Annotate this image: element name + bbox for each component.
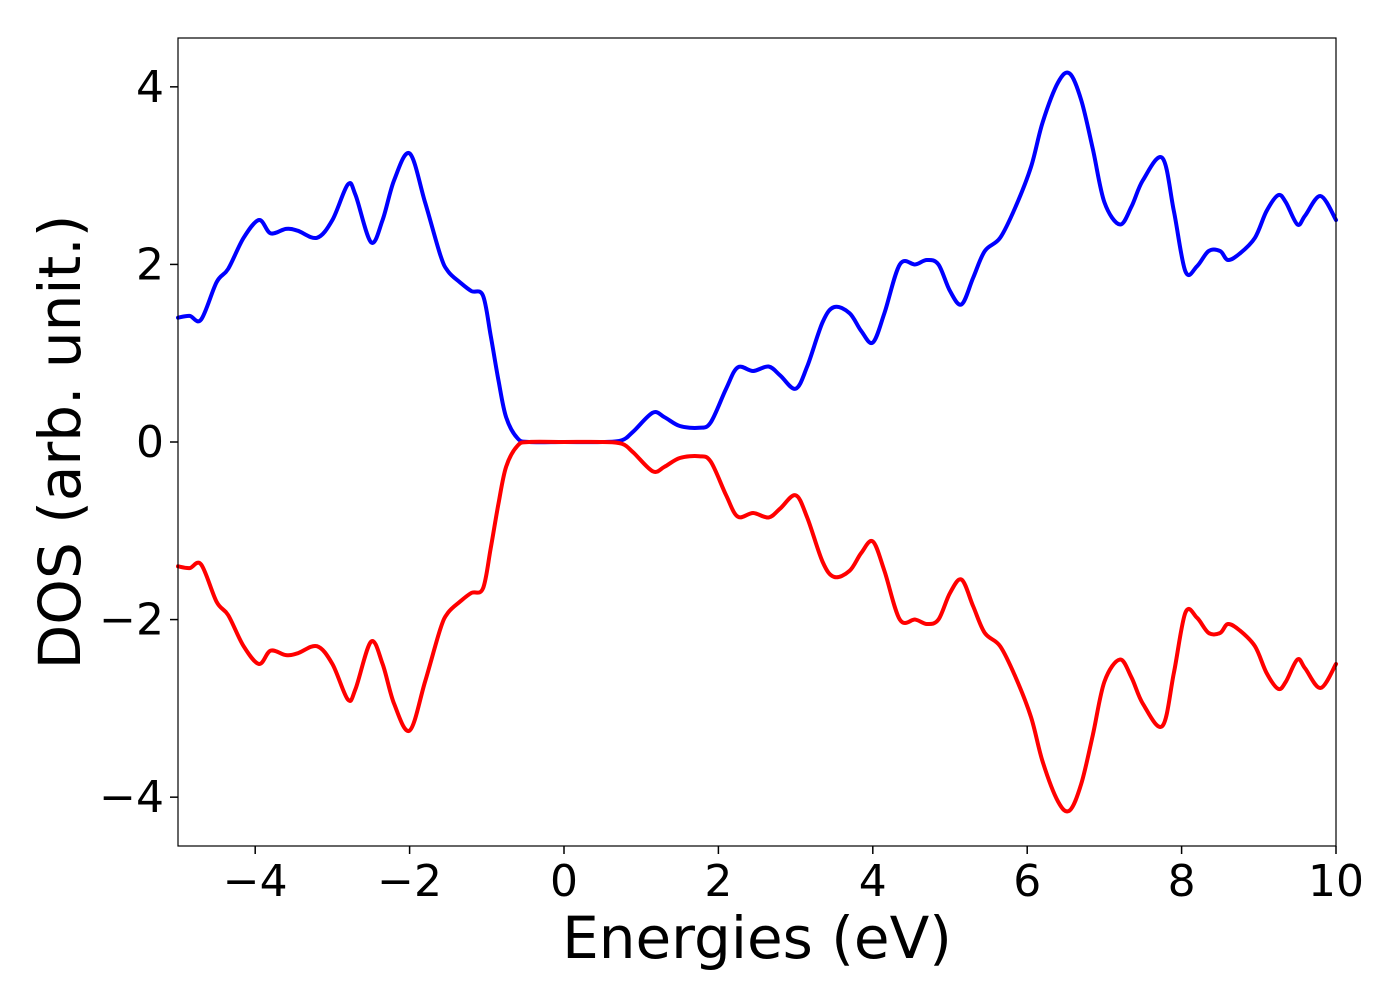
x-axis-label: Energies (eV) (562, 904, 952, 972)
x-tick-label: 8 (1168, 856, 1196, 907)
y-axis-label: DOS (arb. unit.) (26, 215, 94, 670)
y-axis-ticks: −4 −2 0 2 4 (99, 62, 178, 823)
x-tick-label: 2 (704, 856, 732, 907)
x-tick-label: 6 (1013, 856, 1041, 907)
dos-series-lower-line (176, 439, 1338, 814)
x-tick-label: −2 (377, 856, 442, 907)
x-tick-label: 10 (1308, 856, 1364, 907)
x-tick-label: −4 (223, 856, 288, 907)
plot-frame (177, 37, 1337, 847)
x-axis-ticks: −4 −2 0 2 4 6 8 10 (223, 846, 1364, 907)
y-tick-label: −2 (99, 595, 164, 646)
y-tick-label: 2 (136, 239, 164, 290)
y-tick-label: −4 (99, 772, 164, 823)
y-tick-label: 0 (136, 417, 164, 468)
x-tick-label: 0 (550, 856, 578, 907)
dos-series-upper-line (176, 70, 1338, 445)
y-tick-label: 4 (136, 62, 164, 113)
series-layer (176, 70, 1338, 814)
x-tick-label: 4 (859, 856, 887, 907)
